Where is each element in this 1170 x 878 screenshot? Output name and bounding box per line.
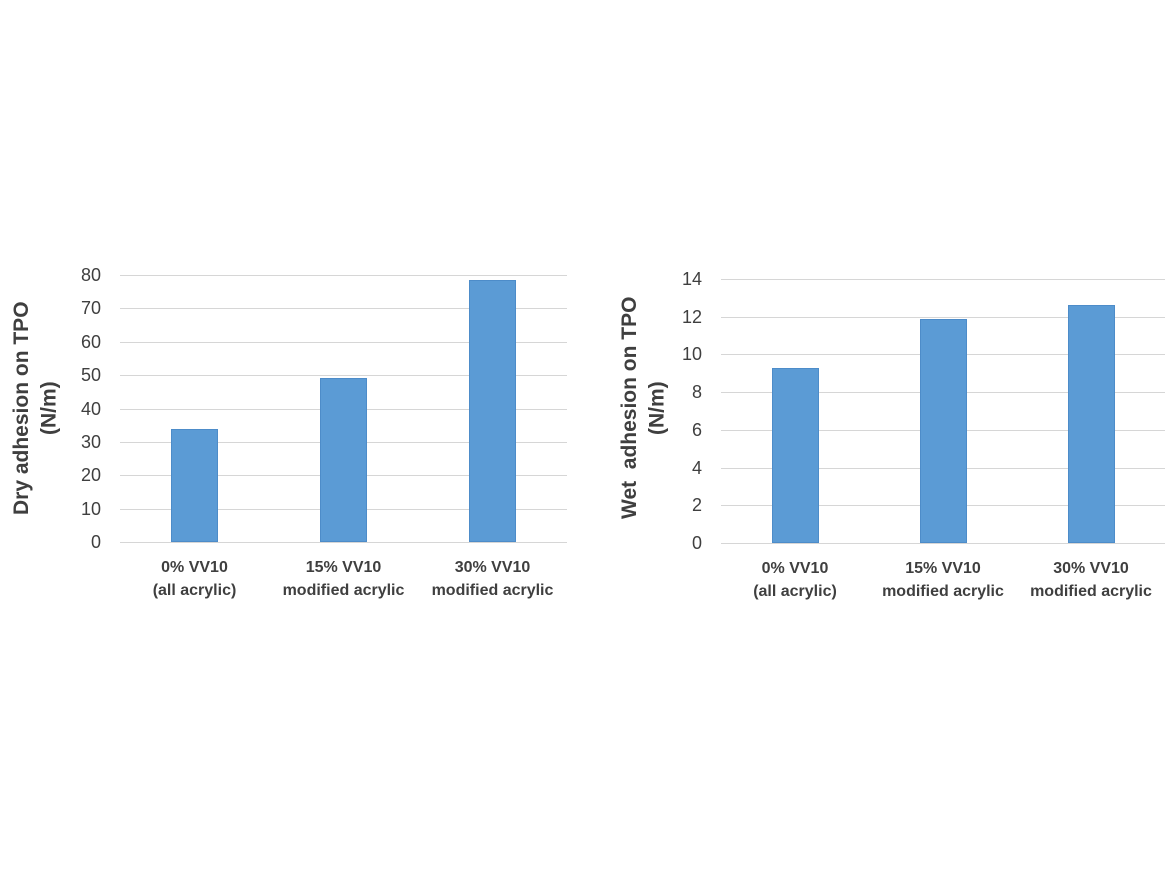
gridline [721, 467, 1165, 469]
gridline [721, 354, 1165, 356]
x-category-label: 15% VV10 modified acrylic [882, 560, 1004, 601]
y-tick-label: 2 [691, 495, 702, 516]
y-tick-label: 30 [80, 431, 101, 452]
gridline [120, 375, 567, 377]
gridline [120, 341, 567, 343]
gridline [721, 505, 1165, 507]
gridline [120, 441, 567, 443]
y-tick-label: 0 [90, 532, 101, 552]
y-tick-label: 10 [80, 498, 101, 519]
bar-series-1 [320, 378, 367, 542]
bar-series-2 [1067, 305, 1115, 543]
bar-series-0 [171, 428, 218, 542]
y-tick-label: 10 [681, 344, 702, 365]
bar-series-1 [919, 318, 967, 543]
gridline [721, 429, 1165, 431]
bar-series-0 [771, 367, 819, 543]
y-tick-label: 6 [691, 419, 702, 440]
gridline [120, 508, 567, 510]
x-category-label: 15% VV10 modified acrylic [282, 559, 405, 600]
x-category-label: 0% VV10 (all acrylic) [753, 560, 837, 601]
y-tick-label: 70 [80, 298, 101, 319]
x-category-label: 30% VV10 modified acrylic [431, 559, 554, 600]
gridline [120, 542, 567, 543]
gridline [721, 279, 1165, 280]
y-tick-label: 20 [80, 465, 101, 486]
dry-chart-y-axis-title: Dry adhesion on TPO (N/m) [10, 301, 61, 515]
gridline [721, 316, 1165, 318]
y-tick-label: 12 [681, 306, 702, 327]
bar-series-2 [469, 280, 516, 542]
y-tick-label: 50 [80, 365, 101, 386]
gridline [120, 275, 567, 276]
y-tick-label: 40 [80, 398, 101, 419]
wet-chart-y-axis-title: Wet adhesion on TPO (N/m) [618, 296, 669, 520]
y-tick-label: 60 [80, 331, 101, 352]
gridline [120, 408, 567, 410]
y-tick-label: 14 [681, 269, 702, 289]
x-category-label: 30% VV10 modified acrylic [1030, 560, 1152, 601]
y-tick-label: 4 [691, 457, 702, 478]
y-tick-label: 8 [691, 382, 702, 403]
y-tick-label: 0 [691, 533, 702, 553]
gridline [120, 308, 567, 310]
gridline [120, 475, 567, 477]
y-tick-label: 80 [80, 265, 101, 285]
gridline [721, 543, 1165, 544]
gridline [721, 392, 1165, 394]
x-category-label: 0% VV10 (all acrylic) [152, 559, 237, 600]
